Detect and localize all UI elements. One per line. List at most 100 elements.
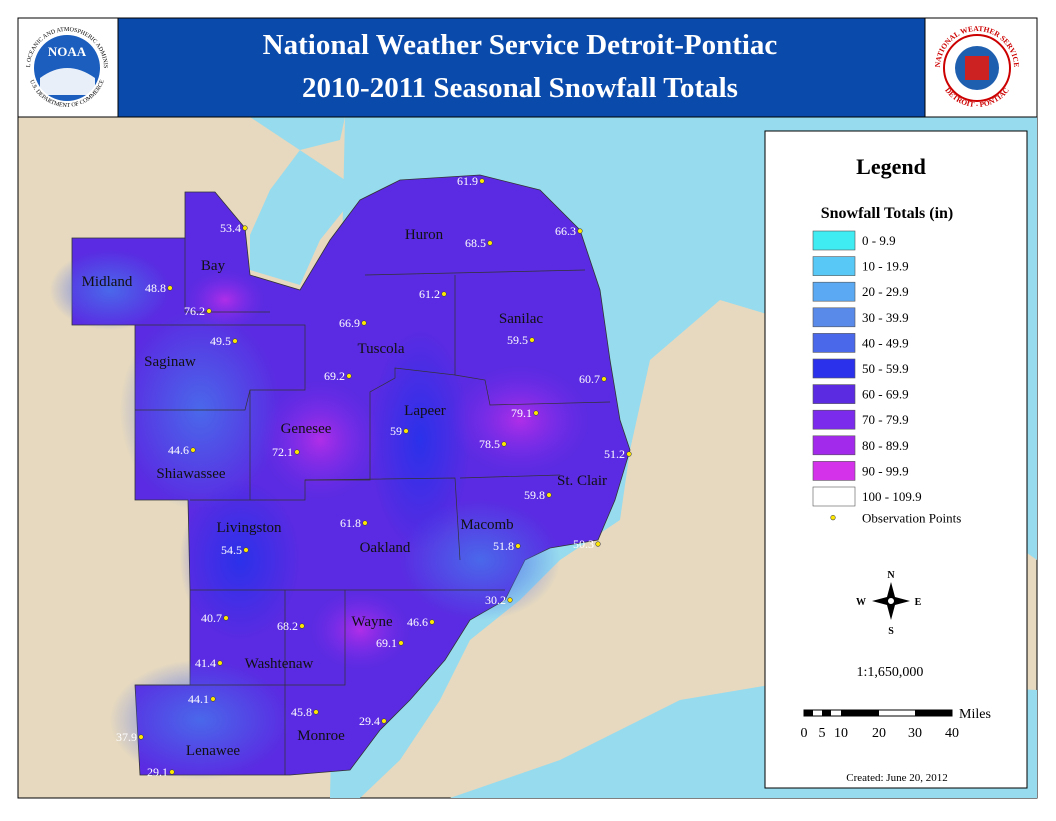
observation-point <box>167 285 173 291</box>
legend-label: 60 - 69.9 <box>862 387 909 402</box>
legend-label: 20 - 29.9 <box>862 284 909 299</box>
observation-point <box>362 520 368 526</box>
county-label: Sanilac <box>499 311 543 327</box>
observation-value: 59.5 <box>507 333 528 347</box>
county-label: Wayne <box>351 614 393 630</box>
scale-bar <box>804 710 813 716</box>
scale-tick-label: 30 <box>908 726 922 741</box>
title: National Weather Service Detroit-Pontiac <box>263 29 778 61</box>
observation-point <box>232 338 238 344</box>
legend-label: 80 - 89.9 <box>862 438 909 453</box>
observation-value: 54.5 <box>221 543 242 557</box>
observation-value: 50.3 <box>573 537 594 551</box>
observation-value: 37.9 <box>116 730 137 744</box>
created-date: Created: June 20, 2012 <box>846 772 947 784</box>
scale-tick-label: 40 <box>945 726 959 741</box>
scale-unit: Miles <box>959 707 991 722</box>
observation-point <box>507 597 513 603</box>
county-label: Midland <box>82 274 133 290</box>
county-label: Saginaw <box>144 354 196 370</box>
legend-swatch <box>812 435 856 456</box>
county-label: Washtenaw <box>245 656 314 672</box>
observation-value: 61.2 <box>419 287 440 301</box>
county-label: Lapeer <box>404 403 446 419</box>
snowfall-shading <box>50 250 590 780</box>
county-label: Shiawassee <box>156 466 225 482</box>
county-label: Livingston <box>216 520 282 536</box>
legend-label: 50 - 59.9 <box>862 361 909 376</box>
observation-point <box>479 178 485 184</box>
county-label: St. Clair <box>557 473 607 489</box>
observation-point <box>515 543 521 549</box>
observation-point <box>546 492 552 498</box>
legend: Legend Snowfall Totals (in) N S W E 1:1,… <box>801 154 991 784</box>
observation-point <box>441 291 447 297</box>
legend-swatch <box>812 486 856 507</box>
compass <box>888 598 894 604</box>
observation-value: 53.4 <box>220 221 241 235</box>
observations: 61.9 53.4 68.5 66.3 48.8 76.2 61.2 66.9 59.5 49.5… <box>116 174 632 779</box>
observation-point <box>429 619 435 625</box>
scale-tick-label: 20 <box>872 726 886 741</box>
compass-label: S <box>888 626 894 637</box>
legend-subtitle: Snowfall Totals (in) <box>821 205 953 222</box>
county-labels: Midland Bay Saginaw Huron Tuscola Sanilac Gene… <box>82 227 607 759</box>
legend-box <box>764 130 1028 789</box>
observation-point <box>294 449 300 455</box>
county-label: Lenawee <box>186 743 240 759</box>
scale-bar <box>841 710 879 716</box>
observation-value: 30.2 <box>485 593 506 607</box>
legend-title: Legend <box>856 154 926 179</box>
observation-value: 44.6 <box>168 443 189 457</box>
county-label: Tuscola <box>358 341 405 357</box>
scale-bar <box>822 710 831 716</box>
legend-label: 30 - 39.9 <box>862 310 909 325</box>
observation-value: 61.8 <box>340 516 361 530</box>
observation-value: 48.8 <box>145 281 166 295</box>
legend-label: 70 - 79.9 <box>862 412 909 427</box>
county-lines <box>135 238 611 775</box>
observation-point <box>206 308 212 314</box>
observation-value: 59 <box>390 424 402 438</box>
observation-value: 49.5 <box>210 334 231 348</box>
legend-swatch <box>812 384 856 404</box>
legend-swatch <box>812 256 856 276</box>
observation-value: 29.1 <box>147 765 168 779</box>
nws-logo <box>965 56 989 80</box>
observation-point <box>595 541 601 547</box>
observation-point <box>381 718 387 724</box>
legend-swatch <box>812 307 856 328</box>
observation-point <box>626 451 632 457</box>
observation-value: 66.9 <box>339 316 360 330</box>
observation-point <box>398 640 404 646</box>
legend-label: 40 - 49.9 <box>862 335 909 350</box>
observation-point <box>313 709 319 715</box>
observation-point <box>210 696 216 702</box>
observation-value: 68.2 <box>277 619 298 633</box>
observation-point <box>601 376 607 382</box>
compass-label: N <box>887 570 895 581</box>
observation-point <box>487 240 493 246</box>
observation-point <box>217 660 223 666</box>
legend-swatch <box>812 281 856 302</box>
legend-label: Observation Points <box>862 511 961 526</box>
observation-point <box>299 623 305 629</box>
noaa-bird <box>40 68 95 95</box>
scale-tick-label: 5 <box>819 726 826 741</box>
observation-point <box>346 373 352 379</box>
observation-value: 69.2 <box>324 369 345 383</box>
legend-label: 0 - 9.9 <box>862 233 896 248</box>
observation-point <box>169 769 175 775</box>
observation-point <box>577 228 583 234</box>
observation-point <box>223 615 229 621</box>
observation-value: 68.5 <box>465 236 486 250</box>
observation-value: 45.8 <box>291 705 312 719</box>
observation-value: 69.1 <box>376 636 397 650</box>
county-label: Bay <box>201 258 226 274</box>
observation-value: 72.1 <box>272 445 293 459</box>
observation-point <box>190 447 196 453</box>
water <box>250 117 360 285</box>
legend-label: 100 - 109.9 <box>862 489 922 504</box>
observation-value: 60.7 <box>579 372 600 386</box>
scale-ratio: 1:1,650,000 <box>857 665 924 680</box>
